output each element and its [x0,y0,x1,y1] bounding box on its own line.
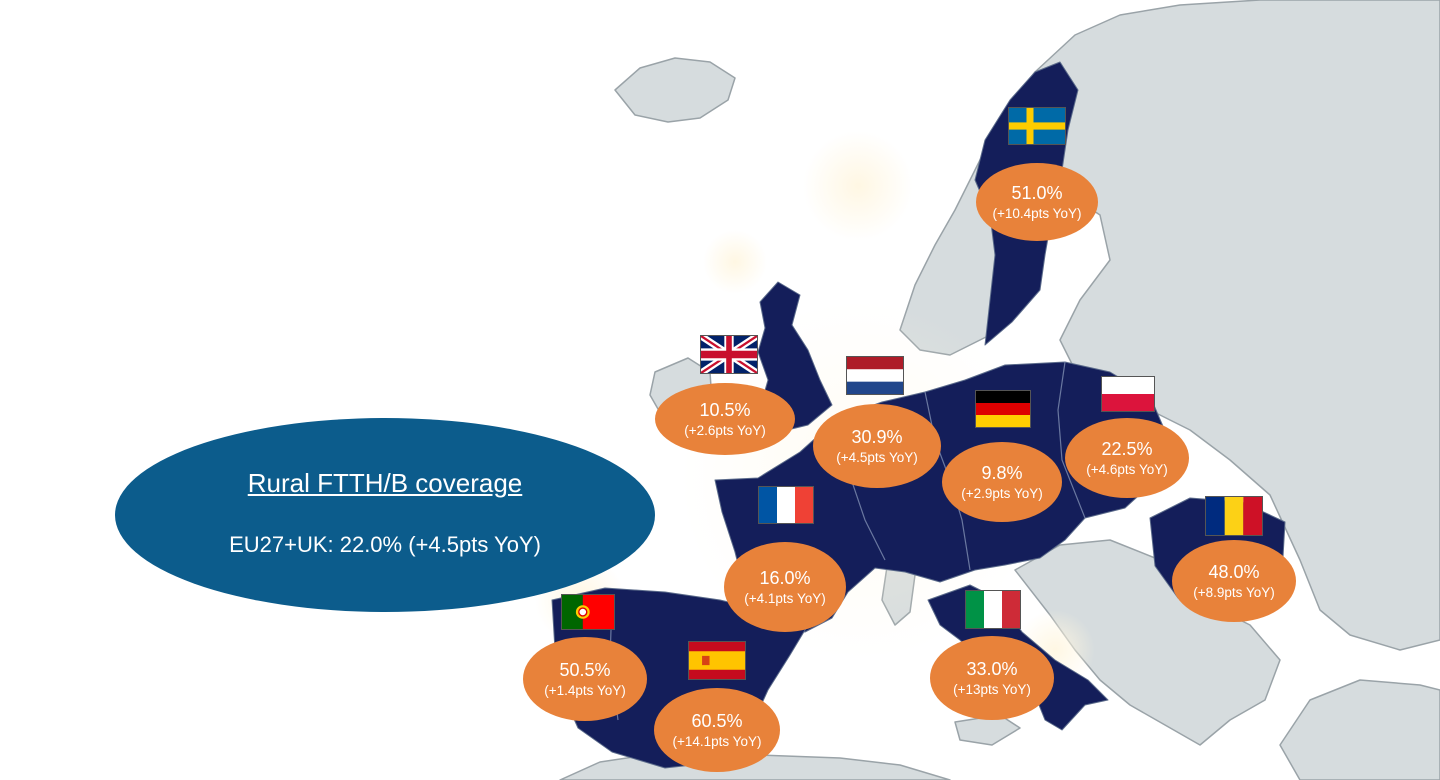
france-coverage-change: (+4.1pts YoY) [744,590,826,606]
netherlands-coverage-value: 30.9% [851,426,903,447]
summary-value: EU27+UK: 22.0% (+4.5pts YoY) [229,532,541,557]
uk-coverage-value: 10.5% [699,399,751,420]
spain-flag-icon [688,641,746,680]
uk-value-bubble: 10.5% (+2.6pts YoY) [655,383,795,455]
turkey [1279,679,1440,780]
romania-flag-icon [1205,496,1263,536]
sweden-coverage-change: (+10.4pts YoY) [992,205,1082,221]
netherlands-value-bubble: 30.9% (+4.5pts YoY) [813,404,941,488]
france-coverage-value: 16.0% [759,567,811,588]
summary-title: Rural FTTH/B coverage [247,468,523,498]
spain-coverage-change: (+14.1pts YoY) [672,733,762,749]
romania-coverage-value: 48.0% [1208,561,1260,582]
poland-value-bubble: 22.5% (+4.6pts YoY) [1065,418,1189,498]
italy-flag-icon [965,590,1021,629]
italy-value-bubble: 33.0% (+13pts YoY) [930,636,1054,720]
france-value-bubble: 16.0% (+4.1pts YoY) [724,542,846,632]
netherlands-flag-icon [846,356,904,395]
sweden-coverage-value: 51.0% [1011,182,1063,203]
iceland [614,57,736,123]
portugal-coverage-value: 50.5% [559,659,611,680]
uk-coverage-change: (+2.6pts YoY) [684,422,766,438]
germany-flag-icon [975,390,1031,428]
union-jack-flag-icon [700,335,758,374]
germany-coverage-change: (+2.9pts YoY) [961,485,1043,501]
sweden-value-bubble: 51.0% (+10.4pts YoY) [976,163,1098,241]
spain-value-bubble: 60.5% (+14.1pts YoY) [654,688,780,772]
poland-flag-icon [1101,376,1155,412]
germany-coverage-value: 9.8% [981,462,1023,483]
germany-value-bubble: 9.8% (+2.9pts YoY) [942,442,1062,522]
poland-coverage-change: (+4.6pts YoY) [1086,461,1168,477]
romania-coverage-change: (+8.9pts YoY) [1193,584,1275,600]
poland-coverage-value: 22.5% [1101,438,1153,459]
italy-coverage-value: 33.0% [966,658,1018,679]
sweden-flag-icon [1008,107,1066,145]
romania-value-bubble: 48.0% (+8.9pts YoY) [1172,540,1296,622]
france-flag-icon [758,486,814,524]
netherlands-coverage-change: (+4.5pts YoY) [836,449,918,465]
spain-coverage-value: 60.5% [691,710,743,731]
portugal-flag-icon [561,594,615,630]
summary-ellipse: Rural FTTH/B coverage EU27+UK: 22.0% (+4… [115,418,655,612]
portugal-coverage-change: (+1.4pts YoY) [544,682,626,698]
portugal-value-bubble: 50.5% (+1.4pts YoY) [523,637,647,721]
italy-coverage-change: (+13pts YoY) [953,681,1031,697]
